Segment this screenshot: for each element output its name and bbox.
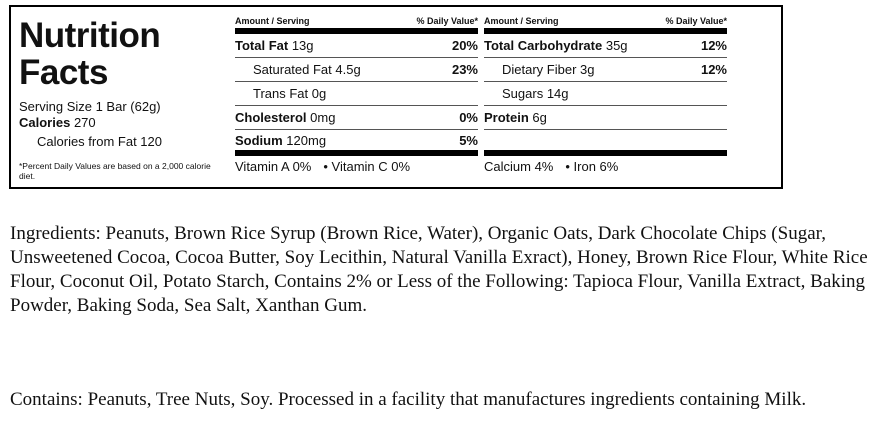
column-header: Amount / Serving % Daily Value*: [484, 14, 727, 34]
nutrient-name: Cholesterol 0mg: [235, 106, 335, 129]
header-daily-value: % Daily Value*: [665, 16, 727, 26]
vitamin-c: • Vitamin C 0%: [323, 159, 411, 174]
iron: • Iron 6%: [565, 159, 619, 174]
nutrient-name: Total Carbohydrate 35g: [484, 34, 628, 57]
nutrient-name: Total Fat 13g: [235, 34, 314, 57]
nutrient-daily-value: 5%: [459, 133, 478, 148]
nutrient-label: Sodium: [235, 133, 283, 148]
nutrient-row: Total Carbohydrate 35g 12%: [484, 34, 727, 58]
vitamins-row-1: Vitamin A 0% • Vitamin C 0%: [235, 156, 478, 176]
nutrient-row: Dietary Fiber 3g 12%: [484, 58, 727, 82]
calories-from-fat: Calories from Fat 120: [37, 134, 162, 149]
vitamin-a: Vitamin A 0%: [235, 159, 312, 174]
nutrient-column-1: Amount / Serving % Daily Value* Total Fa…: [235, 14, 478, 176]
nutrient-name: Protein 6g: [484, 106, 547, 129]
vitamins-row-2: Calcium 4% • Iron 6%: [484, 156, 727, 176]
nutrient-label: Trans Fat: [253, 86, 309, 101]
nutrient-daily-value: 20%: [451, 38, 478, 53]
nutrient-row: Trans Fat 0g: [235, 82, 478, 106]
nutrient-amount: 13g: [291, 38, 314, 53]
nutrient-name: Trans Fat 0g: [253, 82, 326, 105]
nutrient-row: Sodium 120mg 5%: [235, 130, 478, 156]
nutrient-name: Saturated Fat 4.5g: [253, 58, 361, 81]
nutrient-column-2: Amount / Serving % Daily Value* Total Ca…: [484, 14, 727, 176]
nutrient-name: Dietary Fiber 3g: [502, 58, 595, 81]
nutrient-amount: 120mg: [286, 133, 327, 148]
nutrient-amount: 35g: [605, 38, 628, 53]
calories: Calories 270: [19, 115, 231, 131]
nutrient-name: Sugars 14g: [502, 82, 569, 105]
calcium: Calcium 4%: [484, 159, 554, 174]
calories-label: Calories: [19, 115, 71, 130]
nutrient-row: [484, 130, 727, 156]
nutrient-row: Cholesterol 0mg 0%: [235, 106, 478, 130]
label-title: Nutrition Facts: [19, 17, 231, 91]
title-line-1: Nutrition: [19, 16, 161, 55]
nutrient-name: Sodium 120mg: [235, 130, 326, 150]
footnote: *Percent Daily Values are based on a 2,0…: [19, 161, 211, 181]
nutrient-label: Total Carbohydrate: [484, 38, 603, 53]
nutrient-label: Dietary Fiber: [502, 62, 577, 77]
ingredients-text: Ingredients: Peanuts, Brown Rice Syrup (…: [10, 223, 868, 316]
nutrient-daily-value: 12%: [700, 38, 727, 53]
label-summary: Nutrition Facts Serving Size 1 Bar (62g)…: [19, 7, 231, 181]
nutrient-row: Protein 6g: [484, 106, 727, 130]
nutrient-amount: 4.5g: [335, 62, 361, 77]
serving-size: Serving Size 1 Bar (62g): [19, 99, 161, 114]
nutrient-label: Saturated Fat: [253, 62, 332, 77]
nutrient-row: Saturated Fat 4.5g 23%: [235, 58, 478, 82]
nutrition-facts-label: Nutrition Facts Serving Size 1 Bar (62g)…: [9, 5, 783, 189]
nutrient-label: Sugars: [502, 86, 544, 101]
calories-value: 270: [73, 115, 96, 130]
contains-text: Contains: Peanuts, Tree Nuts, Soy. Proce…: [10, 389, 807, 410]
nutrient-amount: 3g: [580, 62, 595, 77]
nutrient-daily-value: 12%: [700, 62, 727, 77]
header-daily-value: % Daily Value*: [416, 16, 478, 26]
column-header: Amount / Serving % Daily Value*: [235, 14, 478, 34]
nutrient-daily-value: 23%: [451, 62, 478, 77]
nutrient-row: Total Fat 13g 20%: [235, 34, 478, 58]
nutrient-amount: 0mg: [310, 110, 336, 125]
nutrient-row: Sugars 14g: [484, 82, 727, 106]
header-amount: Amount / Serving: [235, 16, 310, 26]
nutrient-amount: 6g: [532, 110, 547, 125]
nutrient-label: Protein: [484, 110, 529, 125]
nutrient-amount: 14g: [546, 86, 569, 101]
header-amount: Amount / Serving: [484, 16, 559, 26]
nutrient-label: Total Fat: [235, 38, 289, 53]
nutrient-amount: 0g: [311, 86, 327, 101]
nutrient-daily-value: 0%: [459, 110, 478, 125]
title-line-2: Facts: [19, 53, 108, 92]
nutrient-label: Cholesterol: [235, 110, 307, 125]
